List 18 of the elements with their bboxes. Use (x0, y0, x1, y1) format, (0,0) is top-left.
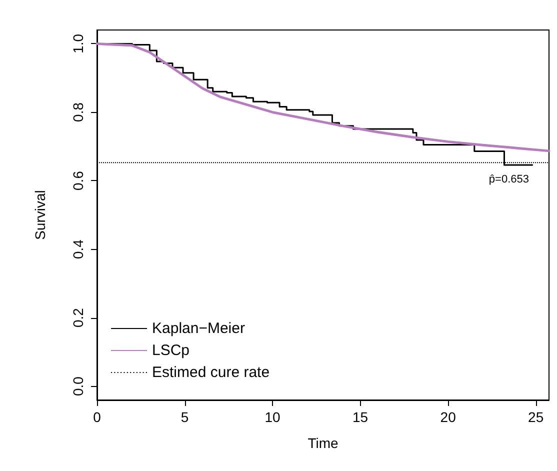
y-axis-title: Survival (32, 190, 48, 240)
x-tick-label: 10 (264, 409, 281, 425)
x-axis-title: Time (308, 435, 339, 451)
x-tick-label: 25 (528, 409, 544, 425)
x-tick-label: 5 (180, 409, 189, 425)
x-tick-label: 15 (352, 409, 368, 425)
y-tick-label: 1.0 (70, 34, 86, 54)
annotation: p̂=0.653 (488, 174, 530, 186)
y-tick-label: 0.8 (70, 102, 86, 122)
y-tick-label: 0.4 (70, 239, 86, 259)
x-tick-label: 0 (93, 409, 102, 425)
y-tick-label: 0.2 (70, 308, 86, 328)
legend-label: Kaplan−Meier (152, 320, 245, 337)
x-tick-label: 20 (440, 409, 456, 425)
legend-label: LSCp (152, 342, 190, 359)
y-tick-label: 0.0 (70, 376, 86, 396)
legend-label: Estimed cure rate (152, 364, 270, 381)
y-tick-label: 0.6 (70, 170, 86, 190)
